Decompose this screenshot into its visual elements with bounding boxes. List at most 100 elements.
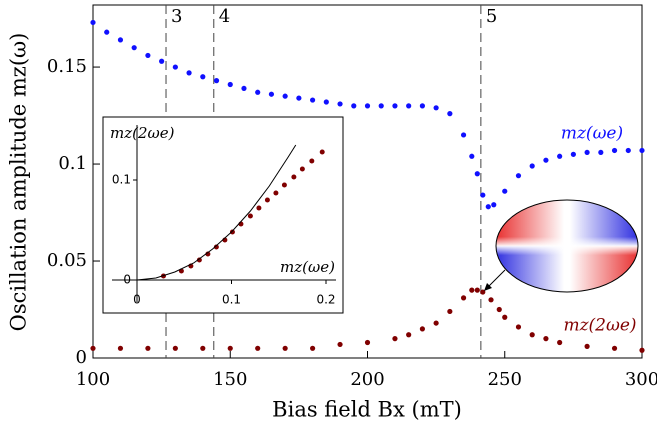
data-point xyxy=(475,171,480,176)
legend-label: mz(ωe) xyxy=(561,124,623,144)
x-tick-label: 300 xyxy=(625,369,657,390)
data-point xyxy=(309,159,314,164)
data-point xyxy=(502,315,507,320)
data-point xyxy=(269,92,274,97)
data-point xyxy=(639,148,644,153)
data-point xyxy=(585,150,590,155)
data-point xyxy=(486,204,491,209)
data-point xyxy=(420,326,425,331)
data-point xyxy=(420,103,425,108)
data-point xyxy=(469,288,474,293)
data-point xyxy=(571,152,576,157)
y-tick-label: 0 xyxy=(76,347,87,368)
data-point xyxy=(406,332,411,337)
legend-label: mz(2ωe) xyxy=(563,316,636,336)
data-point xyxy=(365,103,370,108)
data-point xyxy=(337,101,342,106)
x-tick-label: 0 xyxy=(133,293,141,307)
data-point xyxy=(488,297,493,302)
data-point xyxy=(379,103,384,108)
inset-frame xyxy=(103,117,343,313)
data-point xyxy=(497,307,502,312)
data-point xyxy=(310,97,315,102)
data-point xyxy=(145,53,150,58)
data-point xyxy=(159,59,164,64)
data-point xyxy=(491,202,496,207)
data-point xyxy=(255,346,260,351)
data-point xyxy=(282,183,287,188)
data-point xyxy=(200,346,205,351)
data-point xyxy=(320,150,325,155)
data-point xyxy=(265,198,270,203)
data-point xyxy=(626,148,631,153)
data-point xyxy=(145,346,150,351)
y-axis-label: Oscillation amplitude mz(ω) xyxy=(7,33,31,332)
data-point xyxy=(283,346,288,351)
data-point xyxy=(530,163,535,168)
data-point xyxy=(337,342,342,347)
data-point xyxy=(469,154,474,159)
x-tick-label: 0.1 xyxy=(222,293,241,307)
data-point xyxy=(557,154,562,159)
data-point xyxy=(214,78,219,83)
data-point xyxy=(392,103,397,108)
data-point xyxy=(248,214,253,219)
data-point xyxy=(530,332,535,337)
data-point xyxy=(543,158,548,163)
data-point xyxy=(351,103,356,108)
data-point xyxy=(612,346,617,351)
inset-x-label: mz(ωe) xyxy=(280,258,335,276)
domain-pattern xyxy=(496,200,638,292)
data-point xyxy=(324,99,329,104)
data-point xyxy=(241,86,246,91)
data-point xyxy=(516,173,521,178)
data-point xyxy=(557,340,562,345)
data-point xyxy=(118,37,123,42)
data-point xyxy=(612,148,617,153)
data-point xyxy=(104,30,109,35)
data-point xyxy=(132,45,137,50)
data-point xyxy=(283,94,288,99)
data-point xyxy=(461,295,466,300)
data-point xyxy=(228,82,233,87)
data-point xyxy=(480,192,485,197)
data-point xyxy=(291,175,296,180)
data-point xyxy=(475,288,480,293)
data-point xyxy=(598,150,603,155)
data-point xyxy=(200,74,205,79)
y-tick-label: 0.1 xyxy=(112,173,131,187)
y-tick-label: 0.1 xyxy=(58,153,87,174)
y-tick-label: 0 xyxy=(123,273,131,287)
x-tick-label: 0.2 xyxy=(316,293,335,307)
data-point xyxy=(434,320,439,325)
data-point xyxy=(639,348,644,353)
marker-label: 4 xyxy=(219,6,230,27)
inset-y-label: mz(2ωe) xyxy=(110,124,175,142)
data-point xyxy=(90,346,95,351)
data-point xyxy=(90,20,95,25)
data-point xyxy=(310,346,315,351)
data-point xyxy=(273,191,278,196)
data-point xyxy=(406,103,411,108)
x-axis-label: Bias field Bx (mT) xyxy=(272,398,462,422)
data-point xyxy=(296,95,301,100)
data-point xyxy=(118,346,123,351)
data-point xyxy=(255,90,260,95)
data-point xyxy=(447,309,452,314)
y-tick-label: 0.05 xyxy=(47,250,87,271)
marker-label: 5 xyxy=(486,6,497,27)
x-tick-label: 200 xyxy=(350,369,384,390)
marker-label: 3 xyxy=(171,6,182,27)
data-point xyxy=(543,336,548,341)
x-tick-label: 250 xyxy=(488,369,522,390)
data-point xyxy=(447,111,452,116)
data-point xyxy=(502,189,507,194)
x-tick-label: 150 xyxy=(213,369,247,390)
data-point xyxy=(300,167,305,172)
data-point xyxy=(365,340,370,345)
data-point xyxy=(461,132,466,137)
data-point xyxy=(585,344,590,349)
data-point xyxy=(173,64,178,69)
data-point xyxy=(434,105,439,110)
